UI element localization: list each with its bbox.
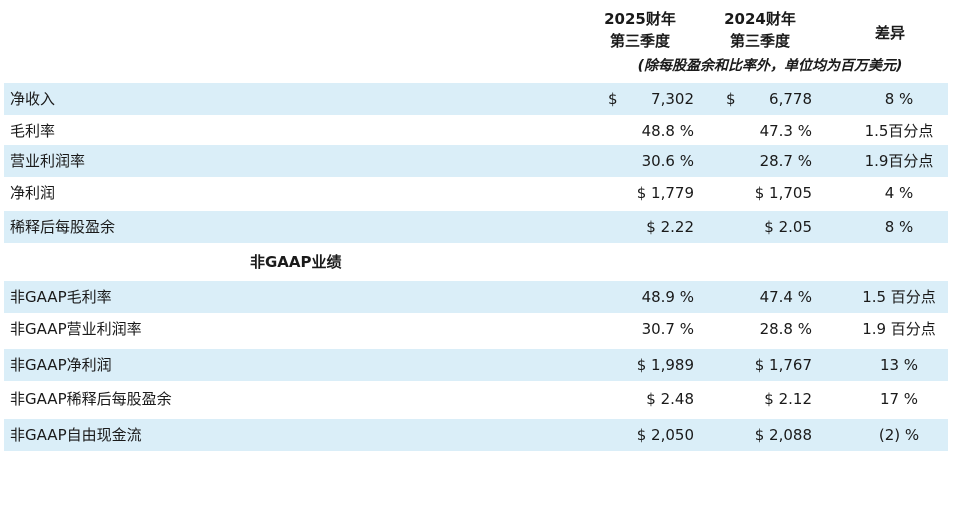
- table-row-net-income: 净利润 $ 1,779 $ 1,705 4 %: [4, 177, 948, 209]
- table-row-non-gaap-diluted-eps: 非GAAP稀释后每股盈余 $ 2.48 $ 2.12 17 %: [4, 383, 948, 415]
- value-fy2024: $ 2,088: [754, 426, 812, 444]
- currency-symbol: $: [608, 90, 618, 108]
- table-row-non-gaap-free-cash-flow: 非GAAP自由现金流 $ 2,050 $ 2,088 (2) %: [4, 419, 948, 451]
- column-header-fy2024-q3: 2024财年 第三季度: [710, 8, 810, 52]
- value-fy2025: $ 2,050: [636, 426, 694, 444]
- section-title-non-gaap: 非GAAP业绩: [250, 253, 342, 271]
- table-row-operating-margin: 营业利润率 30.6 % 28.7 % 1.9百分点: [4, 145, 948, 177]
- value-fy2024: 47.3 %: [759, 122, 812, 140]
- value-fy2024: $ 1,705: [754, 184, 812, 202]
- column-header-change: 差异: [874, 24, 905, 42]
- value-fy2025: 48.8 %: [641, 122, 694, 140]
- units-note: (除每股盈余和比率外，单位均为百万美元): [637, 58, 903, 74]
- value-change: 1.9百分点: [864, 152, 934, 170]
- value-fy2024: $ 1,767: [754, 356, 812, 374]
- column-header-line: 2024财年: [724, 10, 796, 28]
- column-header-line: 2025财年: [604, 10, 676, 28]
- row-label: 非GAAP稀释后每股盈余: [10, 390, 172, 408]
- value-change: 13 %: [879, 356, 919, 374]
- table-row-net-revenue: 净收入 $ 7,302 $ 6,778 8 %: [4, 83, 948, 115]
- value-fy2025: $ 1,989: [636, 356, 694, 374]
- value-fy2024: 28.7 %: [759, 152, 812, 170]
- column-header-line: 第三季度: [609, 32, 670, 50]
- value-fy2025: $ 2.22: [646, 218, 694, 236]
- row-label: 非GAAP净利润: [10, 356, 112, 374]
- row-label: 净利润: [10, 184, 56, 202]
- value-fy2025: 30.7 %: [641, 320, 694, 338]
- value-change: 4 %: [884, 184, 914, 202]
- value-fy2024: 28.8 %: [759, 320, 812, 338]
- value-fy2024: $ 2.12: [764, 390, 812, 408]
- value-fy2025: $ 1,779: [636, 184, 694, 202]
- row-label: 非GAAP营业利润率: [10, 320, 142, 338]
- column-header-line: 第三季度: [729, 32, 790, 50]
- value-change: 1.5百分点: [864, 122, 934, 140]
- value-change: 1.5 百分点: [862, 288, 936, 306]
- row-label: 非GAAP毛利率: [10, 288, 112, 306]
- value-fy2025: 48.9 %: [641, 288, 694, 306]
- amount: 6,778: [769, 90, 812, 108]
- row-label: 营业利润率: [10, 152, 86, 170]
- value-fy2024: 47.4 %: [759, 288, 812, 306]
- value-change: (2) %: [878, 426, 920, 444]
- value-change: 8 %: [884, 218, 914, 236]
- value-fy2025: 30.6 %: [641, 152, 694, 170]
- row-label: 毛利率: [10, 122, 56, 140]
- value-fy2024: $ 2.05: [764, 218, 812, 236]
- value-change: 1.9 百分点: [862, 320, 936, 338]
- amount: 7,302: [651, 90, 694, 108]
- table-row-non-gaap-net-income: 非GAAP净利润 $ 1,989 $ 1,767 13 %: [4, 349, 948, 381]
- row-label: 非GAAP自由现金流: [10, 426, 142, 444]
- value-change: 8 %: [884, 90, 914, 108]
- table-row-diluted-eps: 稀释后每股盈余 $ 2.22 $ 2.05 8 %: [4, 211, 948, 243]
- row-label: 净收入: [10, 90, 56, 108]
- value-fy2025: $ 2.48: [646, 390, 694, 408]
- table-row-non-gaap-gross-margin: 非GAAP毛利率 48.9 % 47.4 % 1.5 百分点: [4, 281, 948, 313]
- row-label: 稀释后每股盈余: [10, 218, 116, 236]
- value-change: 17 %: [879, 390, 919, 408]
- table-row-gross-margin: 毛利率 48.8 % 47.3 % 1.5百分点: [4, 115, 948, 147]
- currency-symbol: $: [726, 90, 736, 108]
- table-row-non-gaap-operating-margin: 非GAAP营业利润率 30.7 % 28.8 % 1.9 百分点: [4, 313, 948, 345]
- column-header-fy2025-q3: 2025财年 第三季度: [590, 8, 690, 52]
